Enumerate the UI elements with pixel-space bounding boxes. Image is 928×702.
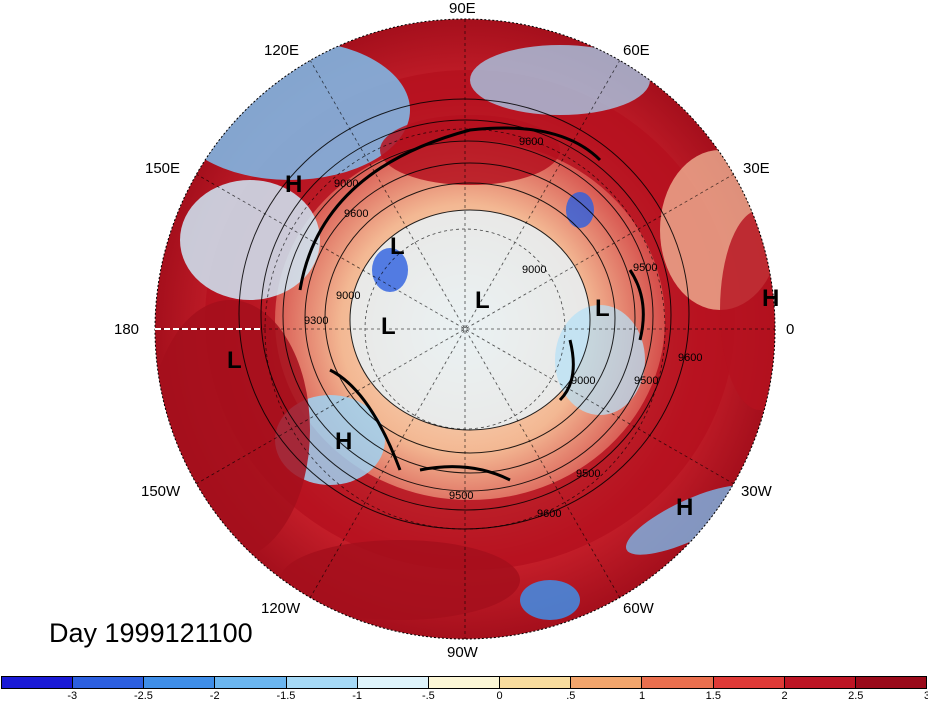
high-pressure-marker: H — [335, 428, 353, 455]
contour-label: 9600 — [344, 208, 369, 220]
colorbar-tick-label: 2.5 — [848, 690, 864, 702]
colorbar-tick-label: .5 — [566, 690, 576, 702]
lon-label-60e: 60E — [623, 42, 650, 59]
contour-label: 9500 — [576, 468, 601, 480]
low-pressure-marker: L — [381, 313, 396, 340]
colorbar-tick-label: 0 — [496, 690, 503, 702]
colorbar-ticks: -3 -2.5 -2 -1.5 -1 -.5 0 .5 1 1.5 2 2.5 3 — [0, 690, 928, 702]
colorbar-tick-label: 1.5 — [705, 690, 721, 702]
colorbar-segment — [2, 677, 74, 688]
lon-label-120e: 120E — [264, 42, 300, 59]
geopotential-contours — [238, 98, 690, 530]
contour-label: 9300 — [304, 315, 329, 327]
lon-label-180: 180 — [114, 321, 140, 338]
day-label: Day 1999121100 — [49, 618, 253, 648]
low-pressure-marker: L — [475, 287, 490, 314]
colorbar-segment — [855, 677, 927, 688]
low-pressure-marker: L — [595, 295, 610, 322]
colorbar-segment — [500, 677, 572, 688]
low-pressure-marker: L — [227, 347, 242, 374]
colorbar-segment — [73, 677, 145, 688]
contour-label: 9600 — [537, 508, 562, 520]
contour-label: 9500 — [633, 262, 658, 274]
lon-label-90e: 90E — [449, 0, 476, 17]
lon-label-0: 0 — [786, 321, 795, 338]
high-pressure-marker: H — [285, 171, 303, 198]
contour-label: 9000 — [571, 375, 596, 387]
colorbar-tick-label: 2 — [781, 690, 788, 702]
graticule — [155, 19, 775, 639]
lon-label-120w: 120W — [261, 600, 301, 617]
colorbar-tick-label: 1 — [639, 690, 646, 702]
contour-label: 9000 — [336, 290, 361, 302]
lon-label-30e: 30E — [743, 160, 770, 177]
high-pressure-marker: H — [762, 285, 780, 312]
colorbar-tick-label: 3 — [923, 690, 928, 702]
contour-label: 9500 — [449, 490, 474, 502]
colorbar-segment — [642, 677, 714, 688]
lon-label-30w: 30W — [741, 483, 772, 500]
colorbar-tick-label: -2.5 — [133, 690, 153, 702]
colorbar-tick-label: -.5 — [421, 690, 435, 702]
colorbar-segment — [428, 677, 501, 688]
colorbar-tick-label: -1.5 — [276, 690, 296, 702]
colorbar-segment — [784, 677, 856, 688]
colorbar-segment — [713, 677, 785, 688]
colorbar-segment — [215, 677, 287, 688]
colorbar-segment — [286, 677, 358, 688]
high-pressure-marker: H — [676, 494, 694, 521]
colorbar-segment — [571, 677, 643, 688]
colorbar-segment — [144, 677, 216, 688]
colorbar — [1, 676, 927, 689]
low-pressure-marker: L — [390, 233, 405, 260]
lon-label-90w: 90W — [447, 644, 478, 661]
lon-label-60w: 60W — [623, 600, 654, 617]
contour-label: 9000 — [522, 264, 547, 276]
colorbar-tick-label: -1 — [352, 690, 363, 702]
lon-label-150w: 150W — [141, 483, 181, 500]
contour-label: 9600 — [519, 136, 544, 148]
contour-label: 9600 — [678, 352, 703, 364]
colorbar-tick-label: -3 — [67, 690, 78, 702]
jet-contours — [298, 126, 645, 482]
colorbar-segment — [357, 677, 429, 688]
colorbar-tick-label: -2 — [209, 690, 220, 702]
contour-label: 9500 — [634, 375, 659, 387]
contour-label: 9000 — [334, 178, 359, 190]
lon-label-150e: 150E — [145, 160, 181, 177]
